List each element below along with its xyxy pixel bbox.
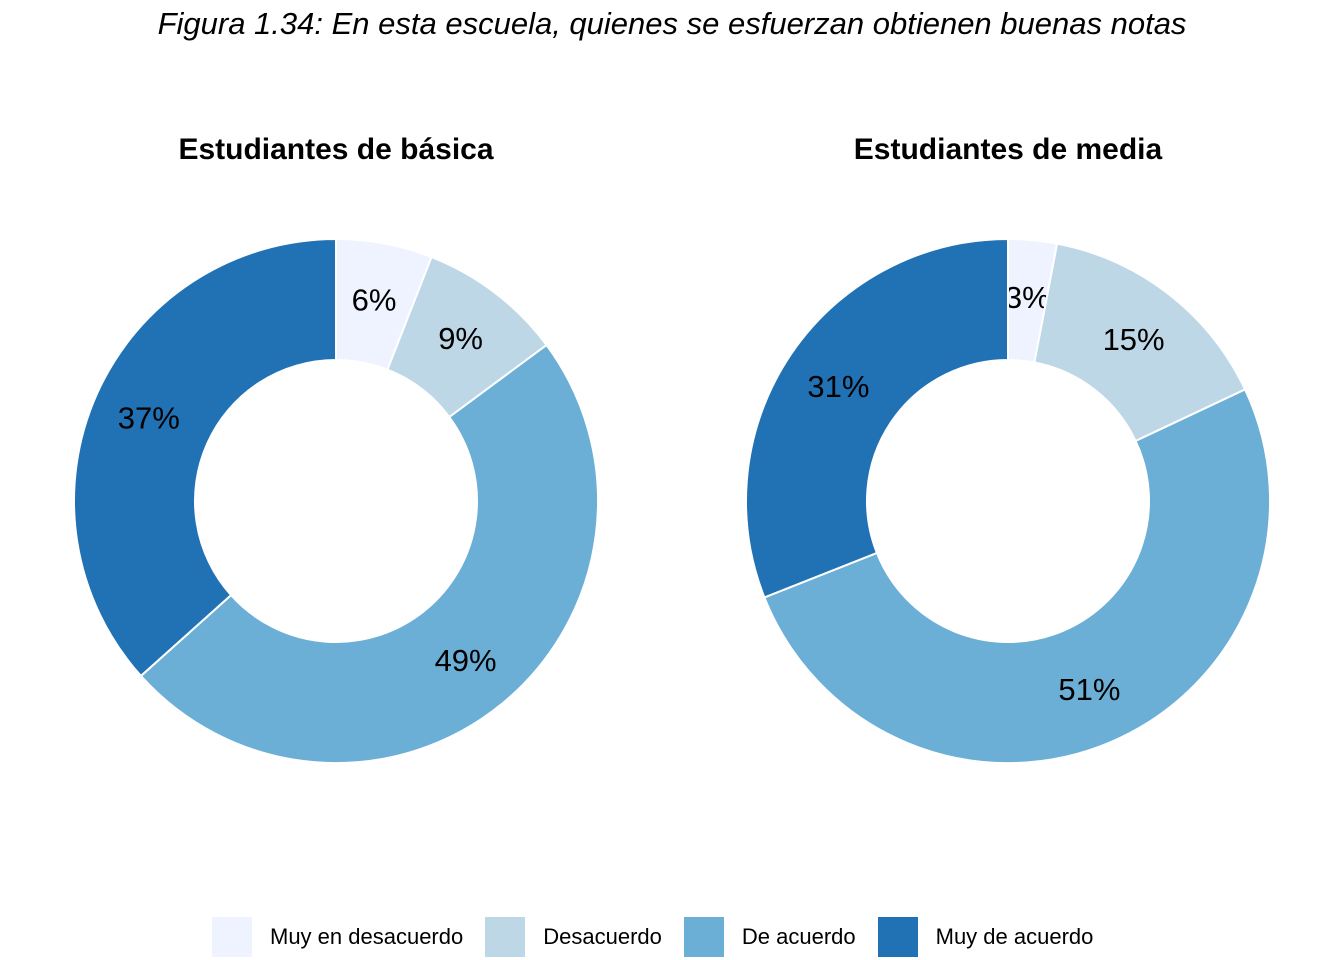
donut-chart-basica: Estudiantes de básica 6% 9% 49% 37% — [73, 133, 599, 764]
legend-label: Muy en desacuerdo — [270, 924, 464, 949]
legend-swatch — [485, 917, 526, 957]
slice-label-de-acuerdo: 49% — [435, 643, 497, 678]
donut-slice-desacuerdo — [1033, 242, 1247, 443]
slice-label-de-acuerdo: 51% — [1058, 672, 1120, 707]
panel-title-basica: Estudiantes de básica — [178, 133, 493, 166]
donut-slice-de-acuerdo — [139, 343, 599, 764]
slice-label-desacuerdo: 15% — [1103, 322, 1165, 357]
slice-label-muy-de-acuerdo: 31% — [807, 369, 869, 404]
legend-swatch — [877, 917, 918, 957]
slice-label-muy-en-desacuerdo: 3% — [1005, 280, 1050, 315]
slice-label-muy-en-desacuerdo: 6% — [352, 283, 397, 318]
legend-item-muy-en-desacuerdo: Muy en desacuerdo — [212, 917, 463, 957]
panel-title-media: Estudiantes de media — [854, 133, 1163, 166]
legend-label: Muy de acuerdo — [935, 924, 1094, 949]
slice-label-muy-de-acuerdo: 37% — [118, 400, 180, 435]
legend-label: De acuerdo — [741, 924, 856, 949]
legend-item-de-acuerdo: De acuerdo — [683, 917, 856, 957]
donut-chart-media: Estudiantes de media 3% 15% 51% 31% — [745, 133, 1271, 765]
legend-swatch — [683, 917, 724, 957]
legend-item-desacuerdo: Desacuerdo — [485, 917, 662, 957]
legend-swatch — [212, 917, 252, 957]
legend-item-muy-de-acuerdo: Muy de acuerdo — [877, 917, 1094, 957]
donut-slice-muy-de-acuerdo — [73, 237, 337, 678]
slice-label-desacuerdo: 9% — [438, 321, 483, 356]
donut-slice-muy-de-acuerdo — [745, 237, 1009, 599]
legend: Muy en desacuerdo Desacuerdo De acuerdo … — [212, 916, 1115, 958]
figure-title: Figura 1.34: En esta escuela, quienes se… — [157, 6, 1187, 41]
legend-label: Desacuerdo — [543, 924, 662, 949]
donut-slice-de-acuerdo — [763, 388, 1271, 765]
